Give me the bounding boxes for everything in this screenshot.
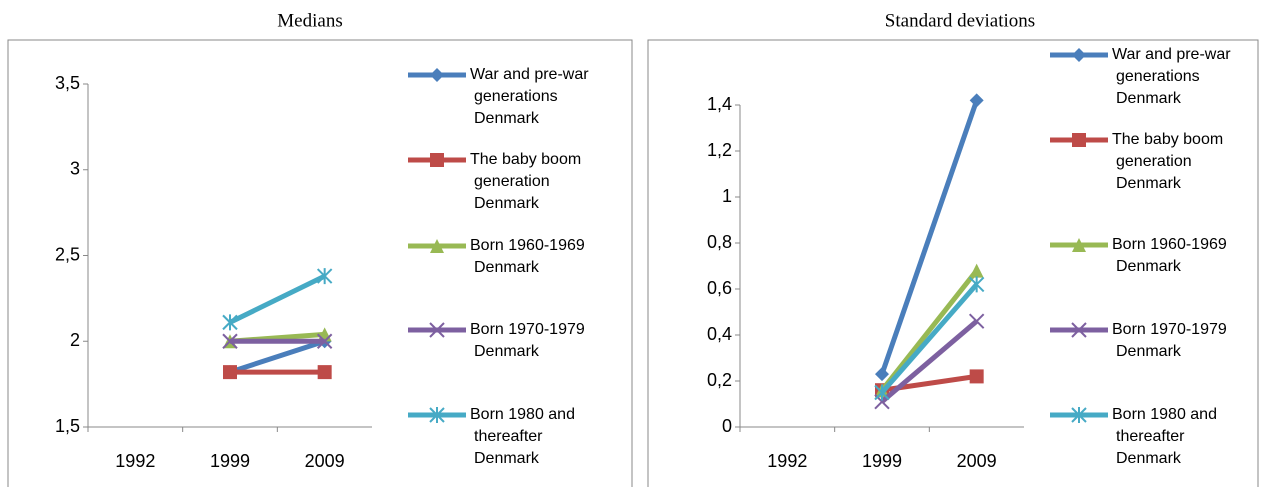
legend-label: Born 1970-1979 Denmark — [470, 321, 589, 360]
legend-label: Born 1970-1979 Denmark — [1112, 321, 1231, 360]
marker — [317, 365, 332, 380]
legend-marker — [430, 153, 444, 167]
legend-marker — [1071, 407, 1087, 423]
marker — [316, 333, 333, 349]
legend-label: War and pre-war generations Denmark — [470, 66, 593, 127]
y-tick-label: 0,6 — [707, 278, 732, 298]
y-tick-label: 0,8 — [707, 232, 732, 252]
marker — [223, 365, 237, 380]
marker — [969, 369, 984, 384]
series-line — [880, 269, 979, 392]
x-tick-label: 2009 — [957, 451, 997, 471]
legend-marker — [1071, 322, 1087, 338]
legend-label: Born 1980 and thereafter Denmark — [470, 406, 579, 467]
legend-label: Born 1960-1969 Denmark — [1112, 236, 1231, 275]
x-tick-label: 1992 — [767, 451, 807, 471]
legend-marker — [1072, 48, 1086, 62]
chart-frame — [7, 39, 633, 487]
y-tick-label: 1,4 — [707, 94, 732, 114]
y-tick-label: 2 — [70, 330, 80, 350]
marker — [969, 263, 984, 278]
legend-marker — [429, 322, 445, 338]
y-tick-label: 0,2 — [707, 370, 732, 390]
chart-title: Standard deviations — [885, 10, 1035, 31]
y-tick-label: 3,5 — [55, 73, 80, 93]
y-tick-label: 0 — [722, 416, 732, 436]
legend-marker — [1072, 133, 1086, 147]
legend-label: War and pre-war generations Denmark — [1112, 46, 1235, 107]
x-tick-label: 1999 — [862, 451, 902, 471]
legend-label: The baby boom generation Denmark — [1112, 131, 1228, 192]
y-tick-label: 1 — [722, 186, 732, 206]
marker — [875, 367, 889, 382]
legend-marker — [1072, 238, 1086, 252]
marker — [969, 93, 984, 108]
marker — [968, 313, 985, 329]
marker — [874, 384, 890, 401]
legend-label: Born 1960-1969 Denmark — [470, 237, 589, 276]
marker — [968, 276, 985, 293]
chart-frame — [647, 39, 1259, 487]
marker — [222, 333, 238, 349]
legend-marker — [430, 239, 444, 253]
x-tick-label: 1992 — [115, 451, 155, 471]
x-tick-label: 2009 — [305, 451, 345, 471]
marker — [222, 314, 238, 331]
legend-marker — [430, 68, 444, 82]
series-line — [228, 273, 326, 325]
y-tick-label: 2,5 — [55, 244, 80, 264]
marker — [316, 268, 333, 285]
legend-label: Born 1980 and thereafter Denmark — [1112, 406, 1221, 467]
y-tick-label: 3 — [70, 159, 80, 179]
series-line — [880, 282, 979, 395]
legend-label: The baby boom generation Denmark — [470, 151, 586, 212]
x-tick-label: 1999 — [210, 451, 250, 471]
legend-marker — [429, 407, 445, 423]
y-tick-label: 1,5 — [55, 416, 80, 436]
series-line — [879, 99, 980, 375]
series-line — [880, 319, 979, 404]
y-tick-label: 1,2 — [707, 140, 732, 160]
y-tick-label: 0,4 — [707, 324, 732, 344]
chart-title: Medians — [277, 10, 342, 31]
series-line — [229, 338, 326, 375]
